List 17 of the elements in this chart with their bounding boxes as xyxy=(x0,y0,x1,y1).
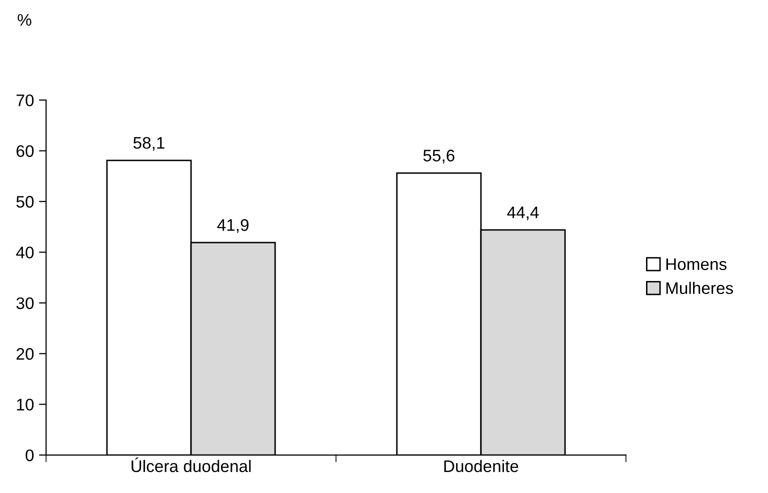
y-tick-label: 20 xyxy=(16,348,34,360)
data-label: 58,1 xyxy=(133,136,164,151)
y-tick-label: 30 xyxy=(16,297,34,310)
y-tick-label: 40 xyxy=(16,246,34,258)
y-tick-label: 0 xyxy=(26,449,34,462)
legend-label: Mulheres xyxy=(666,282,733,294)
legend-label: Homens xyxy=(666,258,727,270)
y-tick-label: 70 xyxy=(16,94,34,106)
y-tick-label: 10 xyxy=(17,398,34,411)
x-tick-label: Úlcera duodenal xyxy=(132,458,251,472)
y-axis-title: % xyxy=(18,14,32,26)
data-label: 44,4 xyxy=(507,206,539,220)
data-label: 55,6 xyxy=(423,150,454,164)
y-tick-label: 60 xyxy=(16,145,34,157)
data-label: 41,9 xyxy=(217,219,249,233)
y-tick-label: 50 xyxy=(16,196,34,208)
x-tick-label: Duodenite xyxy=(444,460,518,472)
